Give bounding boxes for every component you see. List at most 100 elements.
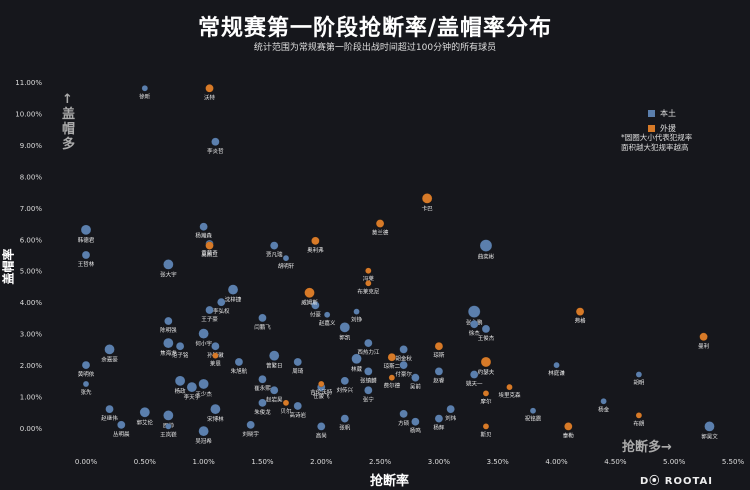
point-label: 贾凡瑞: [266, 251, 283, 259]
domestic-player-point: [282, 254, 290, 262]
domestic-player-point: [234, 357, 244, 367]
point-label: 丛明晨: [113, 430, 130, 438]
point-label: 郭凯: [339, 333, 351, 341]
size-note-line-1: *圆圈大小代表犯规率: [621, 133, 693, 142]
domestic-player-point: [165, 423, 172, 430]
point-label: 费尔德: [384, 382, 401, 390]
point-label: 任骏飞: [313, 392, 330, 400]
foreign-player-point: [311, 236, 320, 246]
domestic-player-point: [81, 360, 91, 370]
x-tick-label: 1.00%: [193, 458, 216, 466]
point-label: 徐杰: [469, 329, 481, 337]
point-label: 祝铭震: [525, 415, 542, 423]
x-tick-label: 4.00%: [545, 458, 568, 466]
domestic-player-point: [399, 345, 408, 354]
point-label: 姚天一: [466, 380, 483, 388]
size-note-line-2: 面积越大犯规率越高: [621, 143, 689, 152]
y-tick-label: 4.00%: [20, 299, 43, 307]
point-label: 黄荣奇: [201, 249, 218, 257]
point-label: 卡巴: [422, 204, 434, 212]
domestic-player-point: [164, 316, 173, 326]
point-label: 斯贝: [480, 430, 492, 438]
point-label: 曾繁日: [266, 362, 283, 370]
x-tick-label: 2.50%: [369, 458, 392, 466]
domestic-player-point: [469, 319, 479, 329]
point-label: 琼斯二: [384, 362, 401, 370]
x-tick-label: 3.50%: [487, 458, 510, 466]
y-tick-label: 10.00%: [15, 110, 42, 118]
point-label: 宋博林: [207, 415, 224, 423]
legend-item-foreign: 外援: [648, 123, 676, 134]
domestic-player-point: [446, 404, 455, 414]
point-label: 刘晓宇: [242, 430, 259, 438]
domestic-player-point: [227, 284, 239, 295]
foreign-player-point: [434, 341, 444, 351]
point-label: 杨政: [175, 387, 187, 395]
point-label: 焦海龙: [160, 349, 177, 357]
point-label: 林葳: [351, 365, 363, 373]
point-label: 高尚: [316, 431, 327, 439]
foreign-player-point: [212, 352, 219, 359]
point-label: 泰勒: [563, 431, 575, 439]
foreign-player-point: [205, 241, 214, 250]
domestic-player-point: [82, 380, 90, 388]
y-tick-label: 0.00%: [20, 425, 43, 433]
point-label: 王子豪: [201, 315, 218, 323]
domestic-player-point: [269, 386, 279, 395]
point-label: 琼斯: [433, 351, 445, 359]
domestic-player-point: [635, 371, 643, 378]
domestic-player-point: [467, 305, 481, 318]
domestic-player-point: [434, 367, 444, 376]
domestic-player-point: [411, 417, 420, 426]
x-tick-label: 5.50%: [722, 458, 745, 466]
domestic-player-point: [174, 375, 186, 387]
domestic-player-point: [323, 311, 331, 319]
foreign-player-point: [480, 356, 492, 368]
point-label: 张先: [80, 388, 92, 396]
point-label: 约瑟夫: [478, 368, 495, 376]
domestic-player-point: [311, 301, 320, 310]
more-blocks-hint: ↑盖帽多: [62, 92, 76, 152]
domestic-player-point: [217, 297, 226, 307]
point-label: 朱俊龙: [254, 408, 271, 416]
domestic-player-point: [340, 414, 350, 423]
point-label: 吉伦沃特: [310, 388, 333, 396]
point-label: 王哲林: [78, 260, 95, 268]
domestic-player-point: [469, 370, 479, 379]
point-label: 王岚嵚: [160, 431, 177, 438]
x-tick-label: 1.50%: [251, 458, 274, 466]
point-label: 奥利弗: [307, 246, 324, 254]
chart-subtitle: 统计范围为常规赛第一阶段出战时间超过100分钟的所有球员: [253, 43, 497, 53]
point-label: 朱旭航: [231, 367, 248, 375]
domestic-player-point: [258, 398, 267, 408]
point-label: 周琦: [292, 368, 304, 375]
point-label: 沈梓捷: [225, 296, 242, 304]
point-label: 赵嘉义: [319, 319, 336, 327]
domestic-player-point: [351, 353, 362, 365]
point-label: 赵岩昊: [266, 395, 283, 403]
point-label: 王俊杰: [478, 334, 495, 342]
legend: 本土 外援: [648, 108, 676, 138]
point-label: 杨金: [598, 405, 610, 413]
point-label: 张大宇: [160, 270, 177, 278]
foreign-player-point: [506, 383, 513, 391]
point-label: 闫鹏飞: [254, 323, 271, 331]
point-label: 刘传兴: [337, 386, 354, 394]
domestic-player-point: [704, 421, 715, 432]
domestic-player-point: [399, 409, 408, 419]
domestic-player-point: [339, 322, 351, 333]
domestic-player-point: [317, 422, 326, 431]
point-label: 黄明依: [78, 370, 95, 378]
point-label: 郭艾伦: [137, 418, 154, 426]
point-label: 张镇麟: [360, 376, 377, 384]
domestic-player-point: [479, 239, 493, 252]
y-tick-label: 1.00%: [20, 394, 43, 402]
point-label: 曲奕彬: [478, 253, 495, 261]
point-label: 王少杰: [195, 390, 212, 398]
point-label: 范子铭: [172, 351, 189, 359]
domestic-player-point: [434, 414, 444, 423]
domestic-player-point: [600, 398, 607, 405]
domestic-player-point: [269, 241, 279, 250]
y-tick-label: 5.00%: [20, 268, 43, 276]
